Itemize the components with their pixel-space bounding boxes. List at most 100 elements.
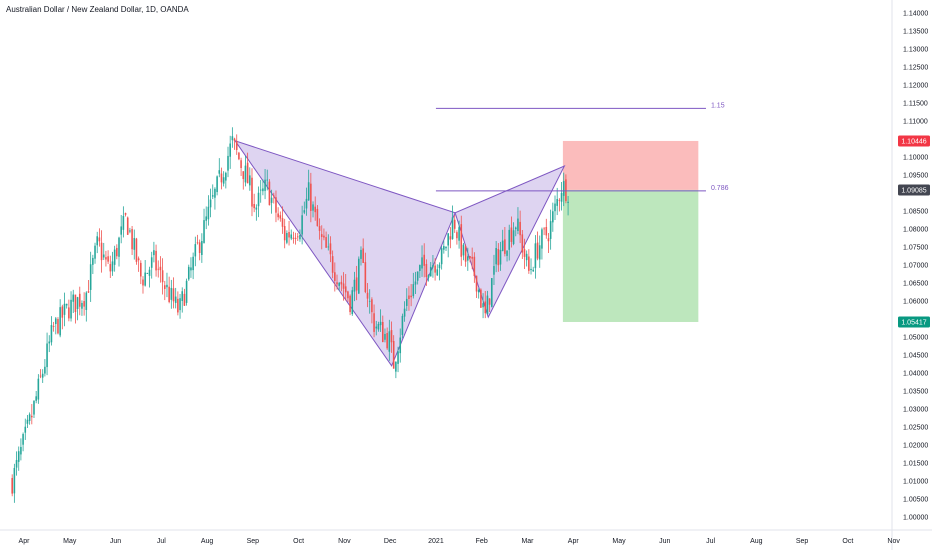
candle-down [371,299,373,313]
y-tick-label: 1.09500 [903,173,928,180]
y-tick-label: 1.08500 [903,209,928,216]
candle-up [72,294,75,302]
x-tick-label: Mar [521,538,534,545]
candle-down [523,249,526,257]
y-tick-label: 1.03500 [903,389,928,396]
candle-up [92,257,94,265]
candle-up [506,250,508,256]
candle-down [107,256,109,262]
candle-up [375,326,378,329]
candle-up [525,253,528,261]
candle-up [120,226,122,235]
y-tick-label: 1.03000 [903,407,928,414]
candle-down [325,237,327,248]
candle-down [131,229,133,250]
candle-up [89,264,92,290]
candle-up [262,188,264,192]
candle-down [57,319,59,334]
candle-down [87,291,90,293]
fib-level-label: 1.15 [711,102,725,109]
candle-down [11,477,13,494]
candle-down [68,307,70,319]
x-tick-label: Oct [842,538,853,545]
candle-down [528,256,530,271]
candle-up [360,249,362,259]
candle-down [140,262,142,277]
x-tick-label: Dec [384,538,397,545]
candle-up [222,177,225,184]
candle-up [13,467,16,494]
candle-up [451,217,454,240]
candle-up [33,400,35,415]
x-tick-label: Jul [706,538,715,545]
candle-up [35,396,37,401]
candle-down [331,256,334,273]
candle-down [177,298,179,313]
fib-level-label: 0.786 [711,185,729,192]
candle-up [264,179,266,191]
candle-down [83,301,85,307]
candle-down [364,262,367,293]
y-tick-label: 1.10000 [903,155,928,162]
candle-up [399,337,402,354]
candle-up [440,248,443,265]
candle-down [272,195,275,197]
candle-down [251,177,253,207]
candle-down [320,234,323,237]
x-tick-label: Jun [659,538,670,545]
candle-up [150,257,153,268]
candle-down [519,221,521,236]
price-badge-label: 1.10446 [901,138,926,145]
candle-down [98,237,101,242]
candle-up [170,287,173,300]
candle-up [552,211,554,223]
candle-down [78,293,81,307]
candle-up [185,280,188,303]
candle-up [290,234,293,239]
candle-up [255,207,258,210]
y-tick-label: 1.00500 [903,497,928,504]
candle-down [246,162,249,184]
candle-up [113,249,116,265]
candle-down [161,270,164,283]
candle-down [456,232,458,239]
candle-up [94,245,96,259]
candle-up [495,247,497,265]
candle-down [449,236,452,240]
candle-down [126,217,129,235]
candle-up [229,143,231,157]
candle-up [358,258,360,294]
x-tick-label: Sep [796,538,809,545]
candle-down [510,227,513,242]
candle-down [362,248,364,263]
pattern-triangle-xab [233,139,456,367]
x-tick-label: May [612,538,626,545]
candle-up [445,246,447,249]
candle-down [355,277,358,291]
candle-down [155,250,157,271]
y-tick-label: 1.02500 [903,425,928,432]
candle-down [545,226,548,236]
candle-down [392,341,395,369]
candle-up [338,282,340,286]
candle-down [475,275,478,292]
y-tick-label: 1.13000 [903,47,928,54]
candle-down [240,160,242,168]
candle-down [408,295,410,299]
candle-down [334,272,336,281]
x-tick-label: 2021 [428,538,444,545]
candle-up [216,176,218,193]
candle-up [148,269,151,276]
candle-up [530,268,532,271]
candle-up [181,291,184,301]
candle-up [538,245,541,260]
candle-down [268,181,271,206]
candle-up [384,333,386,340]
candle-down [135,238,138,262]
candle-up [144,272,146,286]
candle-down [342,283,345,289]
y-tick-label: 1.04000 [903,371,928,378]
candle-up [203,220,205,243]
candle-up [458,227,460,241]
